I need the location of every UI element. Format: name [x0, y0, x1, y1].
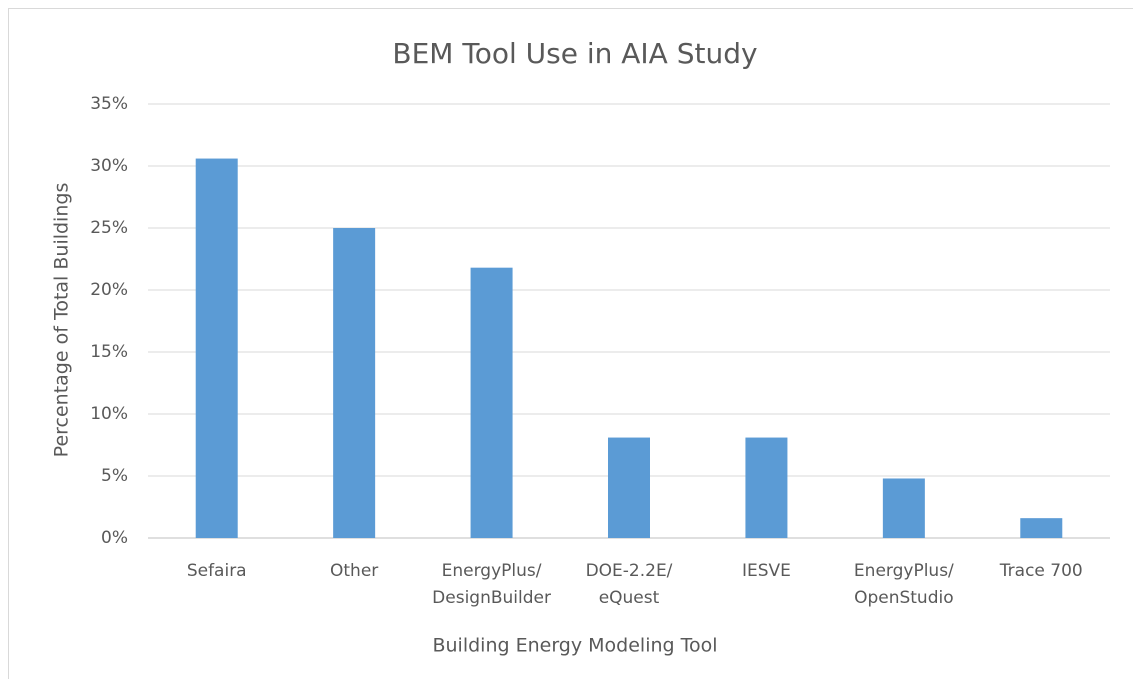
x-tick-label: Sefaira	[187, 561, 247, 581]
x-tick-label: Other	[330, 561, 378, 581]
bar	[333, 228, 376, 538]
x-tick-label: DesignBuilder	[432, 588, 551, 608]
y-tick-label: 20%	[90, 280, 128, 300]
x-tick-label: IESVE	[742, 561, 791, 581]
x-tick-label: Trace 700	[999, 561, 1083, 581]
y-tick-label: 25%	[90, 218, 128, 238]
y-axis-label: Percentage of Total Buildings	[51, 183, 73, 458]
chart-frame	[8, 8, 1133, 679]
x-tick-label: EnergyPlus/	[854, 561, 954, 581]
chart-title: BEM Tool Use in AIA Study	[392, 37, 757, 70]
x-tick-label: DOE-2.2E/	[586, 561, 673, 581]
y-tick-label: 15%	[90, 342, 128, 362]
bar	[882, 478, 925, 538]
bar	[1020, 518, 1063, 538]
x-tick-label: EnergyPlus/	[442, 561, 542, 581]
y-tick-label: 30%	[90, 156, 128, 176]
x-tick-label: OpenStudio	[854, 588, 954, 608]
bar	[195, 158, 238, 538]
bar	[745, 437, 788, 538]
bar	[470, 267, 513, 538]
bar	[608, 437, 650, 538]
y-tick-label: 35%	[90, 94, 128, 114]
y-tick-label: 0%	[101, 528, 128, 548]
y-tick-label: 5%	[101, 466, 128, 486]
x-axis-label: Building Energy Modeling Tool	[432, 635, 717, 657]
y-tick-label: 10%	[90, 404, 128, 424]
x-tick-label: eQuest	[599, 588, 660, 608]
